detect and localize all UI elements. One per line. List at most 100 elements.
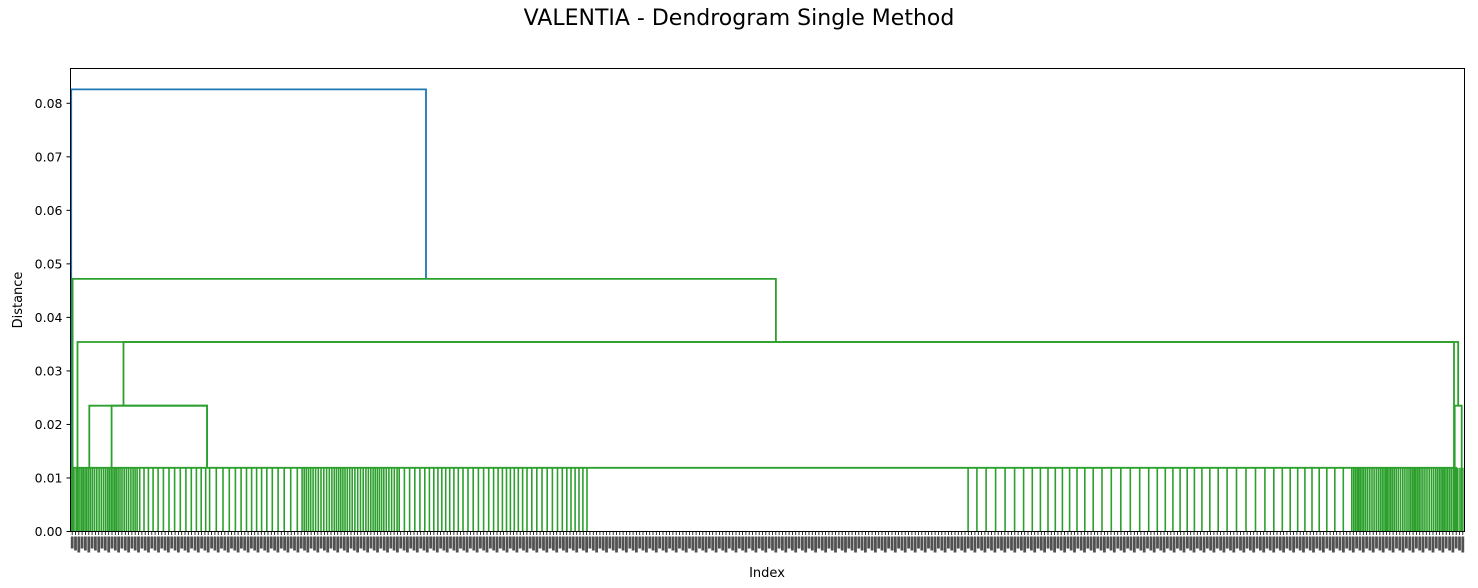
x-tick-label	[1132, 536, 1136, 553]
x-tick-label	[333, 536, 336, 551]
x-tick-label	[1292, 536, 1295, 553]
x-tick-label	[1298, 536, 1302, 551]
x-tick-label	[830, 536, 834, 551]
x-tick-label	[1010, 536, 1013, 551]
x-tick-label	[425, 536, 429, 553]
x-tick-label	[1083, 536, 1086, 553]
x-tick-label	[306, 536, 310, 553]
x-tick-label	[1126, 536, 1129, 549]
x-tick-label	[950, 536, 954, 551]
x-tick-label	[568, 536, 572, 549]
x-tick-label	[990, 536, 993, 551]
x-tick-label	[1142, 536, 1146, 553]
x-tick-label	[1438, 536, 1441, 551]
x-tick-label	[1149, 536, 1153, 551]
x-tick-label	[143, 536, 147, 551]
x-tick-label	[661, 536, 665, 551]
x-tick-label	[1458, 536, 1461, 551]
x-tick-label	[1408, 536, 1412, 551]
x-tick-label	[326, 536, 330, 553]
y-axis-label: Distance	[11, 272, 26, 329]
x-tick-label	[1166, 536, 1169, 549]
x-tick-label	[827, 536, 831, 549]
x-tick-label	[492, 536, 496, 551]
x-tick-label	[1268, 536, 1272, 551]
chart-title: VALENTIA - Dendrogram Single Method	[523, 6, 955, 31]
x-tick-label	[877, 536, 881, 549]
plot-frame	[70, 68, 1465, 532]
x-tick-label	[542, 536, 545, 551]
x-tick-label	[1069, 536, 1073, 551]
x-tick-label	[150, 536, 154, 549]
x-tick-label	[641, 536, 645, 551]
x-tick-label	[103, 536, 107, 551]
y-tick-label: 0.05	[35, 256, 63, 271]
x-tick-label	[157, 536, 160, 553]
x-tick-label	[956, 536, 960, 549]
x-tick-label	[907, 536, 910, 549]
x-tick-label	[309, 536, 313, 549]
x-tick-label	[754, 536, 758, 553]
x-tick-label	[452, 536, 456, 551]
x-tick-label	[1421, 536, 1425, 553]
x-tick-label	[273, 536, 276, 551]
x-tick-label	[1079, 536, 1083, 551]
x-tick-label	[1249, 536, 1252, 551]
x-tick-label	[801, 536, 804, 551]
x-tick-label	[1205, 536, 1209, 549]
x-tick-label	[1441, 536, 1445, 553]
x-tick-label	[757, 536, 761, 549]
x-tick-label	[854, 536, 857, 553]
x-tick-label	[346, 536, 349, 553]
x-tick-label	[986, 536, 990, 549]
x-tick-label	[923, 536, 927, 553]
x-tick-label	[847, 536, 851, 549]
x-tick-label	[771, 536, 774, 551]
x-tick-label	[74, 536, 77, 551]
x-tick-label	[840, 536, 844, 551]
x-tick-label	[269, 536, 273, 549]
x-tick-label	[714, 536, 718, 553]
x-tick-label	[253, 536, 257, 551]
x-tick-label	[1159, 536, 1163, 551]
x-tick-label	[163, 536, 167, 551]
x-tick-label	[1361, 536, 1365, 553]
x-tick-label	[512, 536, 515, 551]
x-tick-label	[635, 536, 638, 553]
x-tick-label	[1288, 536, 1292, 551]
x-tick-label	[1358, 536, 1362, 551]
x-tick-label	[1232, 536, 1236, 553]
x-tick-label	[654, 536, 658, 553]
x-tick-label	[349, 536, 353, 549]
x-tick-label	[339, 536, 343, 549]
x-tick-label	[1030, 536, 1033, 551]
x-tick-label	[489, 536, 492, 549]
x-tick-label	[482, 536, 486, 551]
x-tick-label	[953, 536, 957, 553]
x-tick-label	[734, 536, 738, 553]
x-tick-label	[1322, 536, 1325, 553]
x-tick-label	[196, 536, 200, 553]
x-tick-label	[479, 536, 482, 549]
x-tick-label	[1129, 536, 1133, 551]
x-tick-label	[1073, 536, 1076, 553]
x-tick-label	[538, 536, 542, 549]
x-tick-label	[575, 536, 579, 553]
x-tick-label	[993, 536, 997, 553]
x-tick-label	[601, 536, 605, 551]
x-tick-label	[870, 536, 874, 551]
x-tick-label	[336, 536, 340, 553]
x-tick-label	[1454, 536, 1458, 549]
x-tick-label	[117, 536, 120, 553]
x-tick-label	[445, 536, 449, 553]
x-tick-label	[578, 536, 582, 549]
x-tick-label	[658, 536, 661, 549]
x-tick-label	[1239, 536, 1242, 551]
dendrogram-link	[70, 88, 427, 532]
x-tick-label	[810, 536, 814, 551]
x-tick-label	[186, 536, 190, 553]
x-tick-label	[1305, 536, 1309, 549]
x-tick-label	[515, 536, 519, 553]
x-tick-label	[548, 536, 552, 549]
